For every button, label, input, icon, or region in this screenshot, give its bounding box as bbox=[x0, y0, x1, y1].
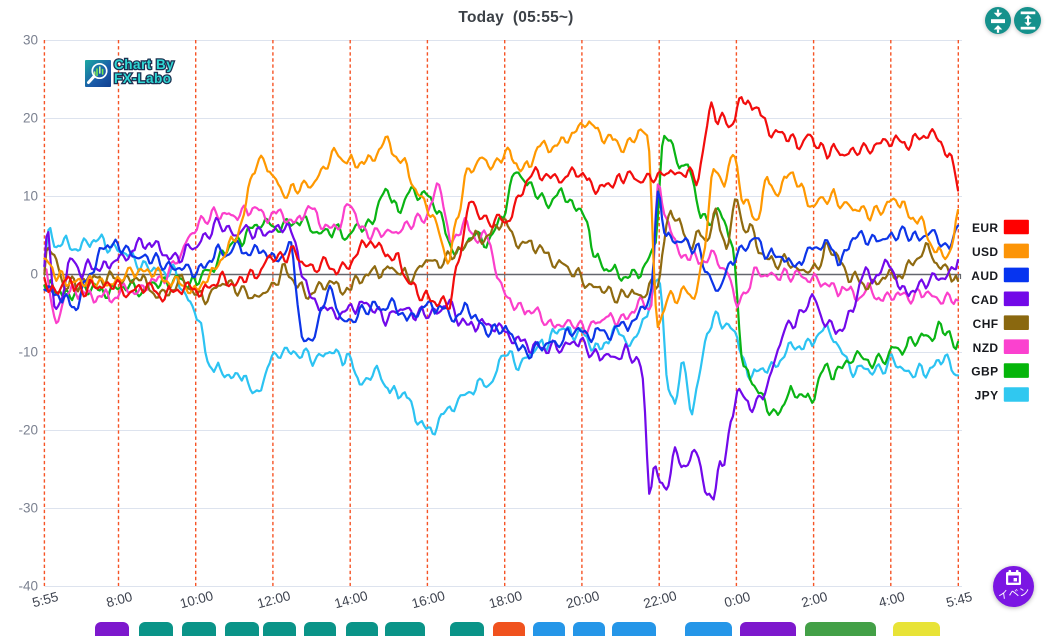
svg-text:20: 20 bbox=[23, 111, 38, 126]
svg-text:EUR: EUR bbox=[972, 221, 999, 235]
svg-text:0: 0 bbox=[30, 267, 38, 282]
svg-text:10: 10 bbox=[23, 189, 38, 204]
svg-text:5:55: 5:55 bbox=[31, 589, 60, 610]
svg-text:0:00: 0:00 bbox=[723, 589, 752, 610]
svg-text:USD: USD bbox=[972, 245, 999, 259]
svg-text:GBP: GBP bbox=[971, 365, 998, 379]
svg-text:AUD: AUD bbox=[971, 269, 998, 283]
svg-text:-30: -30 bbox=[18, 501, 38, 516]
svg-text:-10: -10 bbox=[18, 345, 38, 360]
svg-text:-20: -20 bbox=[18, 423, 38, 438]
svg-text:CHF: CHF bbox=[973, 317, 999, 331]
svg-text:-40: -40 bbox=[18, 579, 38, 594]
svg-text:JPY: JPY bbox=[975, 389, 999, 403]
svg-text:4:00: 4:00 bbox=[877, 589, 906, 610]
svg-text:2:00: 2:00 bbox=[800, 589, 829, 610]
svg-text:NZD: NZD bbox=[973, 341, 999, 355]
svg-text:5:45: 5:45 bbox=[945, 589, 974, 610]
svg-text:8:00: 8:00 bbox=[105, 589, 134, 610]
svg-text:CAD: CAD bbox=[971, 293, 998, 307]
svg-text:30: 30 bbox=[23, 33, 38, 48]
